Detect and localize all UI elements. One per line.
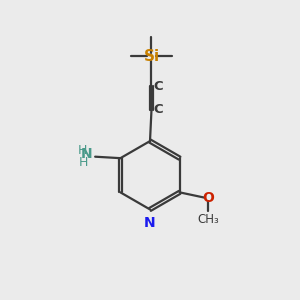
Text: C: C bbox=[153, 103, 163, 116]
Text: Si: Si bbox=[143, 49, 160, 64]
Text: H: H bbox=[79, 155, 88, 169]
Text: O: O bbox=[202, 191, 214, 205]
Text: N: N bbox=[144, 216, 156, 230]
Text: CH₃: CH₃ bbox=[197, 214, 219, 226]
Text: H: H bbox=[78, 144, 87, 157]
Text: C: C bbox=[153, 80, 163, 93]
Text: N: N bbox=[81, 147, 93, 161]
